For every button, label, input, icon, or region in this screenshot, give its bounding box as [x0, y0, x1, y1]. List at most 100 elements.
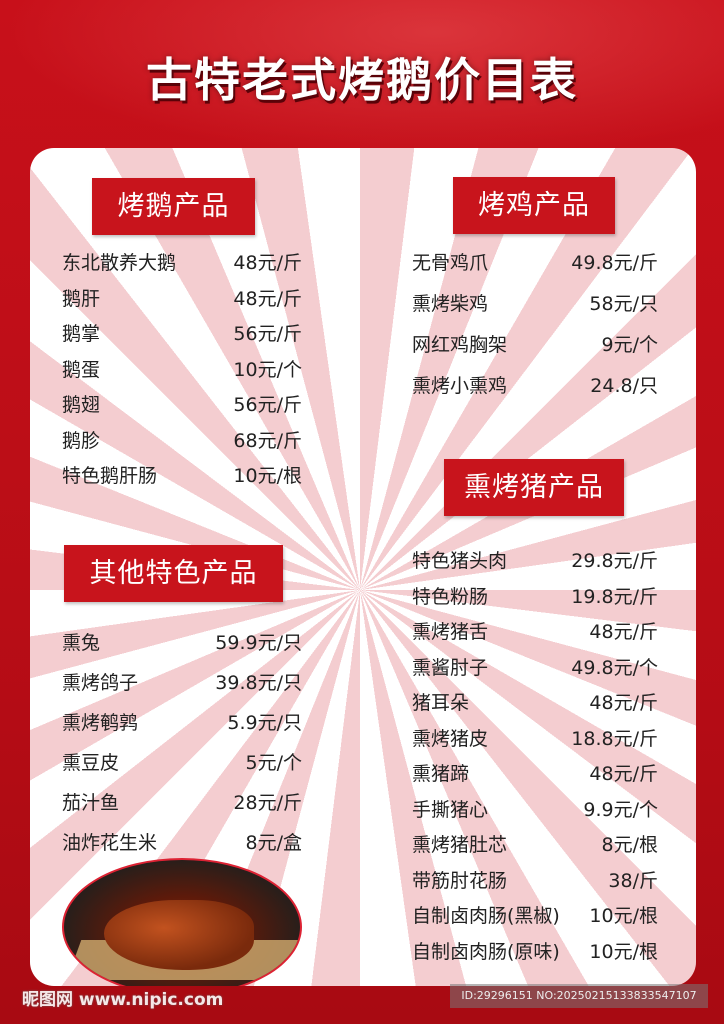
menu-card: 烤鹅产品 东北散养大鹅 48元/斤 鹅肝 48元/斤 鹅掌 56元/斤 鹅蛋 10元/个 鹅翅 5… — [30, 148, 696, 986]
item-price: 18.8元/斤 — [571, 727, 658, 750]
id-bar: ID:29296151 NO:20250215133833547107 — [450, 984, 708, 1008]
item-price: 56元/斤 — [233, 394, 302, 416]
item-name: 自制卤肉肠(黑椒) — [412, 905, 560, 927]
item-price: 48元/斤 — [589, 621, 658, 643]
menu-item: 熏烤柴鸡 58元/只 — [412, 289, 658, 330]
item-price: 10元/根 — [233, 465, 302, 487]
item-name: 熏猪蹄 — [412, 763, 470, 785]
menu-item: 熏烤猪皮 18.8元/斤 — [412, 724, 658, 760]
item-price: 10元/个 — [233, 358, 302, 381]
item-price: 5.9元/只 — [227, 712, 302, 734]
item-name: 熏烤猪肚芯 — [412, 834, 508, 856]
item-price: 24.8/只 — [590, 375, 658, 397]
roast-goose-photo — [62, 858, 302, 986]
item-name: 熏烤小熏鸡 — [412, 375, 508, 397]
menu-item: 茄汁鱼 28元/斤 — [62, 788, 302, 828]
section-header-other: 其他特色产品 — [64, 545, 283, 602]
item-name: 猪耳朵 — [412, 692, 470, 714]
menu-item: 鹅翅 56元/斤 — [62, 390, 302, 426]
pork-list: 特色猪头肉 29.8元/斤 特色粉肠 19.8元/斤 熏烤猪舌 48元/斤 熏酱肘子 49.8… — [412, 546, 658, 972]
item-price: 8元/根 — [601, 834, 659, 856]
menu-item: 特色猪头肉 29.8元/斤 — [412, 546, 658, 582]
sparkle-glow — [0, 0, 724, 160]
item-name: 鹅胗 — [62, 429, 101, 452]
menu-item: 带筋肘花肠 38/斤 — [412, 866, 658, 902]
item-name: 无骨鸡爪 — [412, 252, 489, 274]
item-name: 特色粉肠 — [412, 585, 489, 608]
item-price: 38/斤 — [608, 869, 658, 892]
menu-item: 鹅掌 56元/斤 — [62, 319, 302, 355]
item-price: 10元/根 — [589, 940, 658, 963]
watermark: 昵图网 www.nipic.com — [22, 990, 224, 1010]
menu-item: 网红鸡胸架 9元/个 — [412, 330, 658, 371]
item-price: 49.8元/斤 — [571, 252, 658, 274]
item-price: 48元/斤 — [589, 692, 658, 714]
item-price: 48元/斤 — [233, 287, 302, 310]
item-price: 39.8元/只 — [215, 672, 302, 694]
other-list: 熏兔 59.9元/只熏烤鸽子 39.8元/只熏烤鹌鹑 5.9元/只熏豆皮 5元/个茄汁鱼… — [62, 628, 302, 868]
item-price: 59.9元/只 — [215, 632, 302, 654]
menu-item: 熏豆皮 5元/个 — [62, 748, 302, 788]
item-name: 熏酱肘子 — [412, 656, 489, 679]
menu-item: 特色粉肠 19.8元/斤 — [412, 582, 658, 618]
item-price: 48元/斤 — [233, 252, 302, 274]
menu-item: 熏烤鹌鹑 5.9元/只 — [62, 708, 302, 748]
chicken-list: 无骨鸡爪 49.8元/斤熏烤柴鸡 58元/只网红鸡胸架 9元/个熏烤小熏鸡 24.8/只 — [412, 248, 658, 412]
menu-item: 鹅胗 68元/斤 — [62, 426, 302, 462]
goose-list: 东北散养大鹅 48元/斤 鹅肝 48元/斤 鹅掌 56元/斤 鹅蛋 10元/个 鹅翅 56元/斤鹅… — [62, 248, 302, 497]
item-name: 特色鹅肝肠 — [62, 465, 158, 487]
menu-item: 熏兔 59.9元/只 — [62, 628, 302, 668]
item-price: 49.8元/个 — [571, 656, 658, 679]
item-name: 自制卤肉肠(原味) — [412, 940, 560, 963]
item-name: 特色猪头肉 — [412, 550, 508, 572]
menu-item: 无骨鸡爪 49.8元/斤 — [412, 248, 658, 289]
item-price: 56元/斤 — [233, 323, 302, 345]
item-name: 鹅肝 — [62, 287, 101, 310]
menu-item: 熏猪蹄 48元/斤 — [412, 759, 658, 795]
menu-item: 熏烤猪肚芯 8元/根 — [412, 830, 658, 866]
item-name: 熏烤猪舌 — [412, 621, 489, 643]
item-name: 鹅掌 — [62, 323, 101, 345]
menu-item: 自制卤肉肠(原味) 10元/根 — [412, 937, 658, 973]
item-name: 熏烤鸽子 — [62, 672, 139, 694]
menu-item: 油炸花生米 8元/盒 — [62, 828, 302, 868]
item-name: 熏烤鹌鹑 — [62, 712, 139, 734]
item-price: 9.9元/个 — [583, 798, 658, 821]
item-price: 10元/根 — [589, 905, 658, 927]
item-name: 熏烤猪皮 — [412, 727, 489, 750]
item-price: 5元/个 — [245, 752, 303, 774]
menu-item: 猪耳朵 48元/斤 — [412, 688, 658, 724]
section-header-pork: 熏烤猪产品 — [444, 459, 624, 516]
item-name: 鹅翅 — [62, 394, 101, 416]
menu-item: 鹅肝 48元/斤 — [62, 284, 302, 320]
item-name: 东北散养大鹅 — [62, 252, 177, 274]
item-price: 9元/个 — [601, 334, 659, 356]
section-header-chicken: 烤鸡产品 — [453, 177, 615, 234]
item-name: 带筋肘花肠 — [412, 869, 508, 892]
item-name: 熏烤柴鸡 — [412, 293, 489, 315]
item-price: 48元/斤 — [589, 763, 658, 785]
item-price: 8元/盒 — [245, 832, 303, 854]
menu-item: 熏烤猪舌 48元/斤 — [412, 617, 658, 653]
item-price: 58元/只 — [589, 293, 658, 315]
menu-item: 熏酱肘子 49.8元/个 — [412, 653, 658, 689]
item-name: 茄汁鱼 — [62, 792, 120, 814]
item-name: 熏兔 — [62, 632, 101, 654]
menu-item: 手撕猪心 9.9元/个 — [412, 795, 658, 831]
item-name: 鹅蛋 — [62, 358, 101, 381]
page-title: 古特老式烤鹅价目表 — [146, 53, 578, 107]
menu-item: 特色鹅肝肠 10元/根 — [62, 461, 302, 497]
menu-item: 熏烤鸽子 39.8元/只 — [62, 668, 302, 708]
menu-item: 自制卤肉肠(黑椒) 10元/根 — [412, 901, 658, 937]
menu-item: 鹅蛋 10元/个 — [62, 355, 302, 391]
item-name: 熏豆皮 — [62, 752, 120, 774]
section-header-goose: 烤鹅产品 — [92, 178, 255, 235]
item-price: 28元/斤 — [233, 792, 302, 814]
item-name: 手撕猪心 — [412, 798, 489, 821]
item-name: 油炸花生米 — [62, 832, 158, 854]
item-price: 68元/斤 — [233, 429, 302, 452]
menu-item: 东北散养大鹅 48元/斤 — [62, 248, 302, 284]
menu-item: 熏烤小熏鸡 24.8/只 — [412, 371, 658, 412]
item-price: 19.8元/斤 — [571, 585, 658, 608]
